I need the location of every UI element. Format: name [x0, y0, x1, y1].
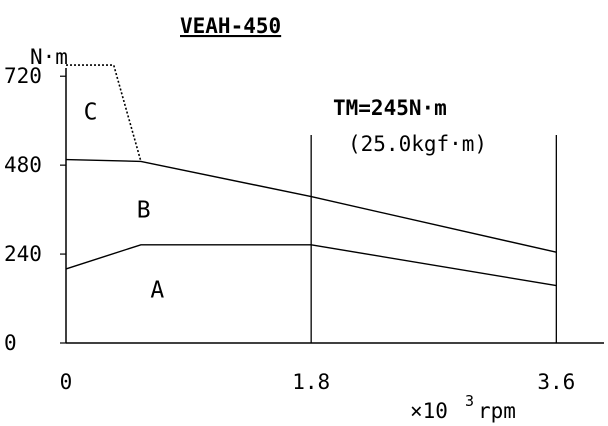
- x-axis-label: ×10: [410, 399, 448, 423]
- y-tick-label-2: 480: [4, 153, 42, 177]
- y-tick-labels: 0 240 480 720: [4, 64, 66, 355]
- x-tick-label-1: 1.8: [292, 370, 330, 394]
- series-line-B: [65, 158, 557, 253]
- x-tick-labels: 0 1.8 3.6: [60, 370, 576, 394]
- series-lines: [65, 64, 557, 287]
- y-tick-label-3: 720: [4, 64, 42, 88]
- x-axis-label-base: ×10: [410, 399, 448, 423]
- region-label-C: C: [84, 99, 98, 125]
- speed-markers: [310, 135, 557, 343]
- x-axis-label-unit: rpm: [478, 399, 516, 423]
- y-axis-label: N·m: [30, 45, 68, 69]
- series-line-C: [66, 64, 142, 162]
- annotation-line2: (25.0kgf·m): [348, 132, 487, 156]
- annotation-line1: TM=245N·m: [333, 96, 447, 120]
- x-tick-label-0: 0: [60, 370, 73, 394]
- series-line-A: [65, 244, 557, 287]
- chart-title: VEAH-450: [180, 14, 281, 38]
- y-tick-label-1: 240: [4, 242, 42, 266]
- region-labels: C B A: [84, 99, 165, 303]
- y-tick-label-0: 0: [4, 331, 17, 355]
- region-label-B: B: [137, 198, 151, 224]
- x-axis-label-exponent: 3: [465, 392, 474, 410]
- region-label-A: A: [150, 277, 164, 303]
- x-tick-label-2: 3.6: [537, 370, 575, 394]
